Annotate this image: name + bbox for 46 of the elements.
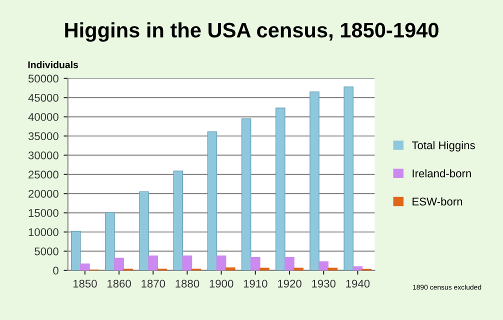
bar: [207, 131, 218, 270]
x-tick-label: 1900: [210, 280, 234, 288]
bar: [250, 256, 260, 270]
bar: [241, 118, 252, 270]
y-tick-label: 5000: [34, 247, 58, 256]
bar: [80, 264, 90, 270]
y-tick-label: 15000: [28, 209, 58, 217]
bar: [105, 212, 115, 270]
bar: [139, 191, 149, 270]
x-tick-label: 1860: [108, 280, 131, 288]
bar: [352, 266, 363, 270]
y-tick-label: 50000: [28, 74, 58, 83]
x-tick-label: 1910: [244, 280, 268, 288]
y-tick-label: 30000: [28, 151, 58, 160]
legend-label: Total Higgins: [412, 141, 475, 152]
legend-label: ESW-born: [412, 197, 462, 206]
x-tick-label: 1920: [278, 280, 302, 288]
y-axis-title: Individuals: [28, 61, 78, 68]
y-tick-label: 0: [53, 266, 58, 275]
bar: [216, 255, 226, 270]
y-tick-label: 35000: [28, 132, 58, 140]
bar: [182, 255, 192, 270]
y-tick-label: 20000: [28, 190, 58, 198]
bar: [276, 108, 286, 270]
bar: [344, 86, 354, 270]
x-tick-label: 1850: [73, 280, 97, 288]
chart-title: Higgins in the USA census, 1850-1940: [65, 22, 438, 42]
x-tick-label: 1930: [312, 280, 336, 288]
bar: [318, 261, 328, 270]
x-tick-label: 1870: [142, 280, 166, 288]
x-tick-label: 1940: [346, 280, 370, 288]
bar: [173, 170, 184, 270]
bar: [310, 91, 320, 270]
y-tick-label: 40000: [28, 113, 58, 121]
bar: [294, 268, 304, 270]
bar: [114, 258, 124, 270]
x-tick-label: 1880: [176, 280, 200, 288]
y-tick-label: 45000: [28, 94, 58, 102]
y-tick-label: 25000: [28, 170, 58, 179]
bar: [328, 268, 338, 270]
bar: [148, 255, 158, 270]
legend-label: Ireland-born: [412, 169, 471, 178]
bar: [70, 230, 81, 270]
bar: [260, 268, 270, 270]
bar: [284, 256, 294, 270]
y-tick-label: 10000: [28, 228, 58, 236]
